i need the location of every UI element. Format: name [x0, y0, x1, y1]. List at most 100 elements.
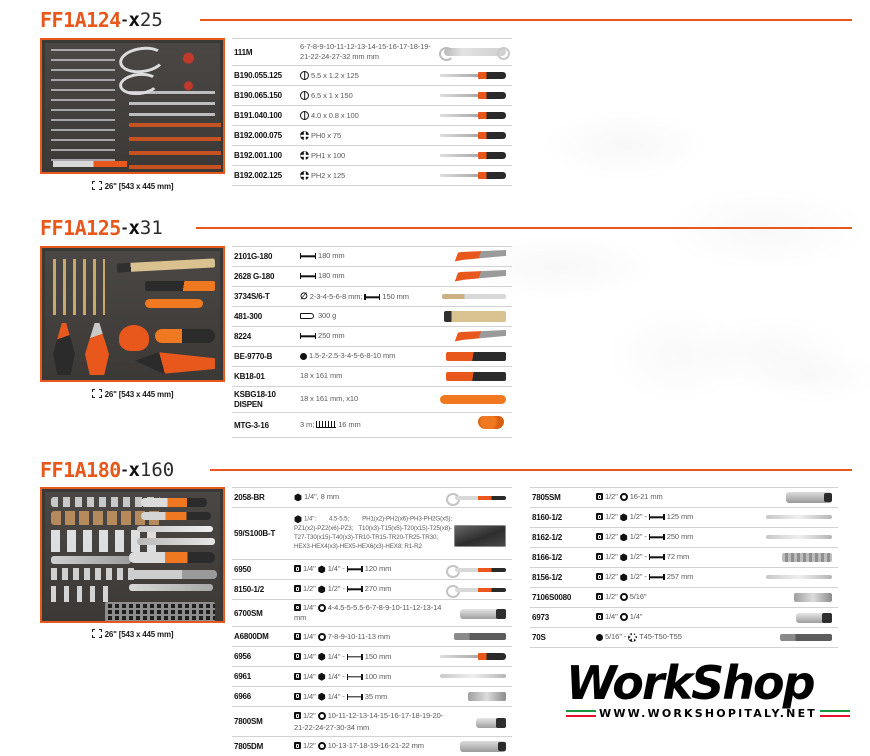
- table-row: B190.065.150 6.5 x 1 x 150: [232, 85, 512, 107]
- tool-thumbnail: [442, 310, 510, 323]
- socket-icon: [619, 593, 628, 602]
- section-header: FF1A125-x31: [0, 216, 870, 244]
- ball-end-icon: [300, 352, 307, 360]
- tool-thumbnail: [456, 712, 510, 732]
- hex-drive-icon: [318, 692, 326, 701]
- hex-drive-icon: [620, 513, 628, 522]
- socket-icon: [317, 712, 326, 721]
- table-row: 8224 250 mm: [232, 326, 512, 347]
- length-icon: [300, 332, 316, 340]
- table-row: 6966 1/4" 1/4" - 35 mm: [232, 686, 512, 708]
- square-drive-icon: [596, 573, 603, 581]
- socket-icon: [317, 604, 326, 613]
- tool-thumbnail: [442, 370, 510, 383]
- length-icon: [300, 252, 316, 260]
- table-row: B190.055.125 5.5 x 1.2 x 125: [232, 65, 512, 87]
- square-drive-icon: [294, 692, 301, 700]
- table-row: 7106S0080 1/2" 5/16": [530, 587, 838, 608]
- table-row: B192.001.100 PH1 x 100: [232, 145, 512, 167]
- table-row: 8166-1/2 1/2" 1/2" - 72 mm: [530, 547, 838, 568]
- ball-end-icon: [596, 633, 603, 641]
- product-code: FF1A180: [40, 458, 121, 482]
- square-drive-icon: [294, 712, 301, 720]
- square-drive-icon: [596, 613, 603, 621]
- resize-icon: [91, 388, 102, 400]
- length-icon: [346, 585, 363, 593]
- table-row: 2628 G-180 180 mm: [232, 266, 512, 287]
- hex-drive-icon: [294, 493, 302, 502]
- separator: -: [121, 218, 128, 237]
- tool-thumbnail: [758, 571, 836, 584]
- product-section-ff1a180: FF1A180-x160: [0, 458, 870, 756]
- spec-table-1-body: 111M 6-7-8-9-10-11-12-13-14-15-16-17-18-…: [232, 37, 512, 187]
- tool-thumbnail: [442, 270, 510, 283]
- socket-icon: [619, 493, 628, 502]
- table-row: 7805DM 1/2" 10-13-17-18-19-16-21-22 mm: [232, 736, 512, 756]
- tray-dimensions-1: 26" [543 x 445 mm]: [40, 180, 225, 191]
- italy-flag-left: [566, 709, 596, 718]
- resize-icon: [91, 180, 102, 192]
- table-row: 2058-BR 1/4", 8 mm: [232, 487, 512, 508]
- length-icon: [300, 272, 316, 280]
- phillips-icon: [300, 131, 309, 141]
- square-drive-icon: [294, 632, 301, 640]
- length-icon: [346, 673, 363, 681]
- product-section-ff1a124: FF1A124-x25 26" [543 x 445 mm] 111M: [0, 8, 870, 191]
- table-row: A6800DM 1/4" 7-8-9-10-11-13 mm: [232, 626, 512, 648]
- section-header: FF1A124-x25: [0, 8, 870, 36]
- tool-thumbnail: [442, 290, 510, 303]
- table-row: 6956 1/4" 1/4" - 150 mm: [232, 646, 512, 668]
- tool-thumbnail: [440, 89, 510, 102]
- hex-drive-icon: [318, 652, 326, 661]
- tool-thumbnail: [440, 393, 510, 406]
- table-row: B191.040.100 4.0 x 0.8 x 100: [232, 105, 512, 127]
- table-row: 111M 6-7-8-9-10-11-12-13-14-15-16-17-18-…: [232, 37, 512, 67]
- diameter-icon: ∅: [300, 291, 308, 302]
- square-drive-icon: [596, 513, 603, 521]
- section-header: FF1A180-x160: [0, 458, 870, 486]
- logo-url-row: WWW.WORKSHOPITALY.NET: [566, 707, 850, 720]
- slotted-icon: [300, 111, 309, 121]
- tool-thumbnail: [456, 607, 510, 620]
- table-row: B192.000.075 PH0 x 75: [232, 125, 512, 147]
- logo-website-url: WWW.WORKSHOPITALY.NET: [599, 707, 817, 720]
- square-drive-icon: [596, 493, 603, 501]
- resize-icon: [91, 628, 102, 640]
- table-row: MTG-3-16 3 m; 16 mm: [232, 412, 512, 438]
- separator: -: [121, 460, 128, 479]
- logo-wordmark: WorkShop: [566, 656, 816, 710]
- table-row: BE-9770-B 1.5-2-2.5-3-4-5-6-8-10 mm: [232, 346, 512, 367]
- tool-thumbnail: [456, 740, 510, 753]
- tool-thumbnail: [456, 690, 510, 703]
- tool-thumbnail: [440, 129, 510, 142]
- square-drive-icon: [294, 585, 301, 593]
- tool-thumbnail: [442, 330, 510, 343]
- tool-thumbnail: [442, 250, 510, 263]
- square-drive-icon: [294, 604, 301, 612]
- length-icon: [346, 565, 363, 573]
- separator: -: [121, 10, 128, 29]
- table-row: 3734S/6-T ∅ 2-3-4-5-6-8 mm; 150 mm: [232, 286, 512, 307]
- tray-dimensions-3: 26" [543 x 445 mm]: [40, 628, 225, 639]
- tool-thumbnail: [446, 491, 510, 506]
- hex-drive-icon: [294, 515, 302, 524]
- header-rule: [200, 8, 852, 36]
- hex-drive-icon: [620, 553, 628, 562]
- tray-dimensions-2: 26" [543 x 445 mm]: [40, 388, 225, 399]
- square-drive-icon: [294, 565, 301, 573]
- piece-count: x25: [128, 9, 163, 31]
- socket-icon: [619, 613, 628, 622]
- length-icon: [346, 693, 363, 701]
- italy-flag-right: [820, 709, 850, 718]
- table-row: 8162-1/2 1/2" 1/2" - 250 mm: [530, 527, 838, 548]
- tool-thumbnail: [446, 583, 510, 598]
- tool-thumbnail: [758, 591, 836, 604]
- length-icon: [346, 653, 363, 661]
- length-icon: [648, 553, 665, 561]
- tool-thumbnail: [454, 517, 510, 551]
- square-drive-icon: [596, 533, 603, 541]
- torx-icon: [628, 632, 638, 642]
- hammer-head-icon: [300, 313, 314, 320]
- square-drive-icon: [596, 553, 603, 561]
- table-row: 59/S100B-T 1/4": 4.5-5.5; PH1(x2)-PH2(x6…: [232, 507, 512, 560]
